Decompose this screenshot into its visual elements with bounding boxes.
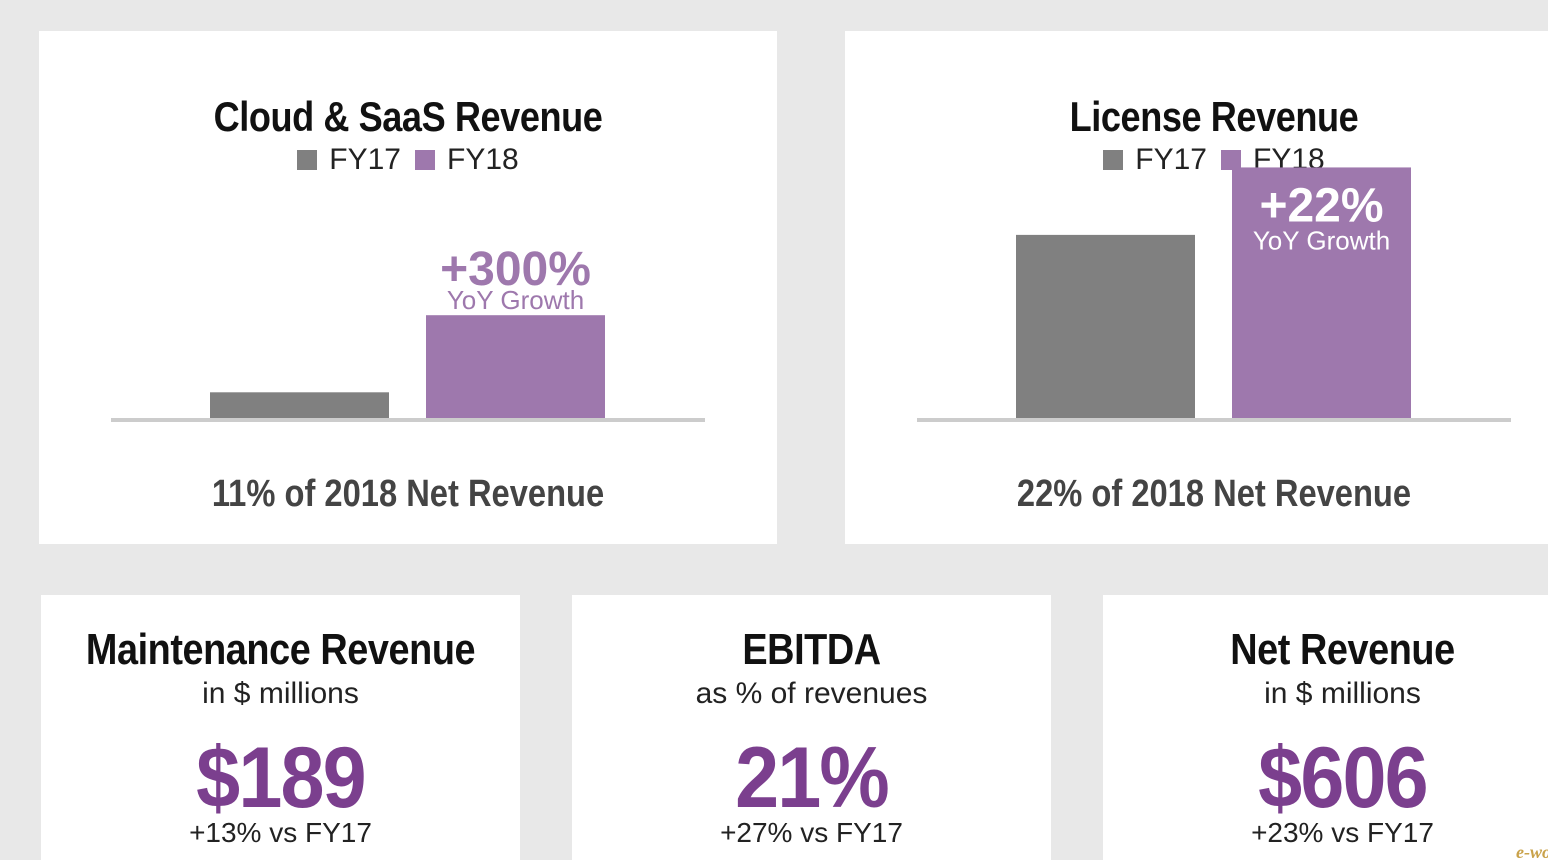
chart-plot: +300%YoY Growth [111,243,705,422]
kpi-title: Net Revenue [1230,625,1455,674]
chart-footnote: 11% of 2018 Net Revenue [211,473,605,515]
chart-title: License Revenue [1069,93,1359,140]
kpi-value: $606 [1258,730,1429,826]
bar-fy17 [210,392,389,418]
legend-item-fy17: FY17 [297,143,401,177]
bar-fy18 [426,315,605,418]
legend-swatch-fy18 [415,150,435,170]
kpi-title: EBITDA [742,625,881,674]
net-revenue-kpi: Net Revenue in $ millions $606 +23% vs F… [1103,595,1548,860]
maintenance-revenue-kpi: Maintenance Revenue in $ millions $189 +… [41,595,520,860]
legend-label: FY17 [1135,143,1207,176]
growth-annotation-value: +22% [1259,179,1383,232]
legend-swatch-fy18 [1221,150,1241,170]
growth-annotation-label: YoY Growth [447,285,584,315]
kpi-subtitle: in $ millions [202,677,359,710]
legend-item-fy17: FY17 [1103,143,1207,177]
legend-label: FY18 [447,143,519,176]
chart-legend: FY17 FY18 [39,143,777,177]
kpi-change: +23% vs FY17 [1251,817,1434,848]
ebitda-kpi: EBITDA as % of revenues 21% +27% vs FY17 [572,595,1051,860]
legend-label: FY17 [329,143,401,176]
license-chart-panel: License Revenue FY17 FY18 +22% YoY Growth… [845,31,1548,544]
bar-fy17 [1016,234,1195,418]
chart-footnote: 22% of 2018 Net Revenue [1016,473,1412,515]
kpi-value: $189 [196,730,367,826]
chart-plot: +22%YoY Growth [917,167,1511,422]
kpi-title: Maintenance Revenue [85,625,476,674]
legend-swatch-fy17 [297,150,318,170]
legend-item-fy18: FY18 [415,143,519,177]
kpi-change: +13% vs FY17 [189,817,372,848]
kpi-subtitle: as % of revenues [695,677,928,710]
kpi-change: +27% vs FY17 [720,817,903,848]
chart-title: Cloud & SaaS Revenue [213,93,603,140]
cloud-saas-chart-panel: Cloud & SaaS Revenue FY17 FY18 +300% YoY … [39,31,777,544]
kpi-value: 21% [735,730,890,826]
growth-annotation-value: +300% [440,243,591,296]
kpi-subtitle: in $ millions [1264,677,1421,710]
growth-annotation-label: YoY Growth [1253,225,1390,255]
watermark-logo: e-works [1516,842,1548,860]
legend-swatch-fy17 [1103,150,1124,170]
bar-fy18 [1232,167,1411,418]
